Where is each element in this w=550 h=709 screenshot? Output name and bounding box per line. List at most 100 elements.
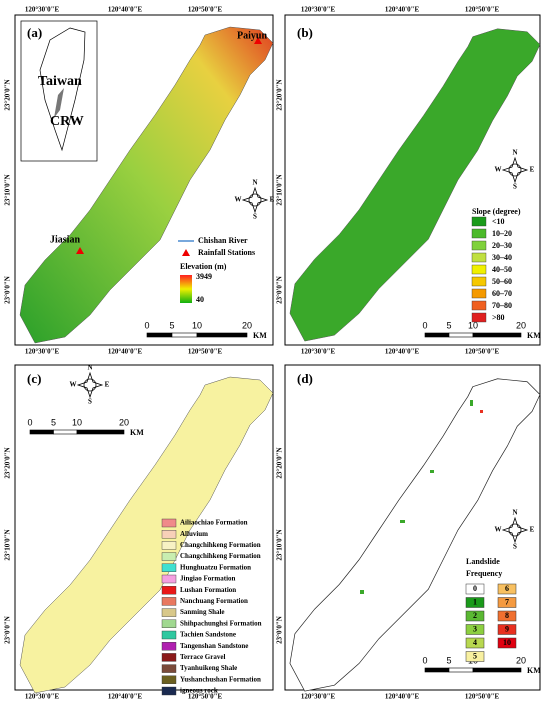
scale-segment xyxy=(196,332,248,338)
legend-label: Changchihkeng Formation xyxy=(180,541,261,549)
compass-letter: S xyxy=(513,543,517,551)
legend-label: Tachien Sandstone xyxy=(180,631,236,639)
legend-swatch xyxy=(471,300,487,311)
legend-label: 70–80 xyxy=(492,301,512,310)
panel-label: (a) xyxy=(27,25,42,40)
compass-letter: N xyxy=(512,149,517,157)
inset-basin xyxy=(54,88,64,118)
longitude-label: 120°30'0"E xyxy=(301,348,336,356)
longitude-label: 120°40'0"E xyxy=(108,348,143,356)
legend-swatch xyxy=(161,541,177,550)
scale-label: 20 xyxy=(119,417,129,427)
latitude-label: 23°20'0"N xyxy=(4,79,12,110)
latitude-label: 23°10'0"N xyxy=(276,529,284,560)
compass-letter: W xyxy=(495,166,502,174)
legend-label: Shihpachunghsi Formation xyxy=(180,619,262,627)
compass-letter: S xyxy=(513,183,517,191)
legend-label: 40–50 xyxy=(492,265,512,274)
scale-segment xyxy=(146,332,173,338)
legend-label: Hunghuatzu Formation xyxy=(180,563,251,571)
station-name: Jiasian xyxy=(50,234,80,245)
longitude-label: 120°40'0"E xyxy=(385,6,420,14)
legend-swatch xyxy=(471,216,487,227)
scale-unit: KM xyxy=(130,428,144,437)
legend-label: Yushanchushan Formation xyxy=(180,675,261,683)
legend-swatch xyxy=(161,608,177,617)
legend-label: 20–30 xyxy=(492,241,512,250)
legend-title: Landslide xyxy=(466,557,500,566)
longitude-label: 120°50'0"E xyxy=(465,348,500,356)
legend-swatch xyxy=(465,610,485,622)
scale-unit: KM xyxy=(527,331,541,340)
legend-label: 60–70 xyxy=(492,289,512,298)
legend-label: 6 xyxy=(505,584,509,593)
compass-letter: N xyxy=(252,179,257,187)
scale-segment xyxy=(448,667,474,673)
legend-swatch xyxy=(161,653,177,662)
legend-label: Changchihkeng Formation xyxy=(180,552,261,560)
legend-label: 2 xyxy=(473,611,477,620)
longitude-label: 120°50'0"E xyxy=(465,6,500,14)
scale-segment xyxy=(424,667,450,673)
legend-label: 50–60 xyxy=(492,277,512,286)
scale-segment xyxy=(29,429,54,435)
panel-frame xyxy=(14,364,274,691)
legend-label: Alluvium xyxy=(180,530,208,538)
panel-label: (c) xyxy=(27,371,41,386)
legend-label: 3949 xyxy=(196,272,212,281)
legend-swatch xyxy=(471,252,487,263)
legend-label: 4 xyxy=(473,638,477,647)
landslide-patch xyxy=(430,470,434,473)
inset-label: Taiwan xyxy=(38,74,82,89)
legend-label: Nanchuang Formation xyxy=(180,597,248,605)
scale-segment xyxy=(472,667,522,673)
legend-label: 10–20 xyxy=(492,229,512,238)
legend-label: 40 xyxy=(196,295,204,304)
compass-star xyxy=(76,371,104,399)
legend-swatch xyxy=(465,651,485,662)
longitude-label: 120°30'0"E xyxy=(301,6,336,14)
compass-star xyxy=(501,516,529,544)
latitude-label: 23°0'0"N xyxy=(4,616,12,644)
longitude-label: 120°50'0"E xyxy=(188,693,223,701)
compass-letter: N xyxy=(512,509,517,517)
scale-segment xyxy=(76,429,125,435)
legend-swatch xyxy=(161,642,177,651)
compass-letter: W xyxy=(70,381,77,389)
compass-letter: N xyxy=(87,364,92,372)
legend-swatch xyxy=(471,312,487,323)
scale-label: 20 xyxy=(242,320,252,330)
landslide-patch xyxy=(480,410,483,413)
legend-swatch xyxy=(161,563,177,572)
compass-letter: S xyxy=(253,213,257,221)
compass-ring xyxy=(83,378,97,392)
scale-label: 5 xyxy=(446,320,451,330)
panel-frame xyxy=(284,364,541,691)
legend-title: Slope (degree) xyxy=(472,207,521,216)
longitude-label: 120°40'0"E xyxy=(108,6,143,14)
station-symbol xyxy=(254,37,262,44)
longitude-label: 120°30'0"E xyxy=(25,348,60,356)
latitude-label: 23°10'0"N xyxy=(276,174,284,205)
compass-star xyxy=(241,186,269,214)
station-symbol xyxy=(182,249,190,256)
legend-swatch xyxy=(497,597,517,608)
latitude-label: 23°20'0"N xyxy=(276,79,284,110)
legend-label: Tyanhuikeng Shale xyxy=(180,664,237,672)
compass-letter: E xyxy=(530,526,535,534)
latitude-label: 23°10'0"N xyxy=(4,529,12,560)
scale-label: 0 xyxy=(144,320,149,330)
legend-label: Sanming Shale xyxy=(180,608,225,616)
legend-swatch xyxy=(161,586,177,595)
inset-island xyxy=(39,27,86,152)
legend-label: <10 xyxy=(492,217,505,226)
latitude-label: 23°20'0"N xyxy=(4,447,12,478)
panel-frame xyxy=(14,14,274,346)
compass-letter: E xyxy=(530,166,535,174)
legend-label: >80 xyxy=(492,313,505,322)
legend-swatch xyxy=(161,619,177,628)
compass-letter: W xyxy=(235,196,242,204)
landslide-patch xyxy=(470,400,473,406)
legend-label: 9 xyxy=(505,624,509,633)
